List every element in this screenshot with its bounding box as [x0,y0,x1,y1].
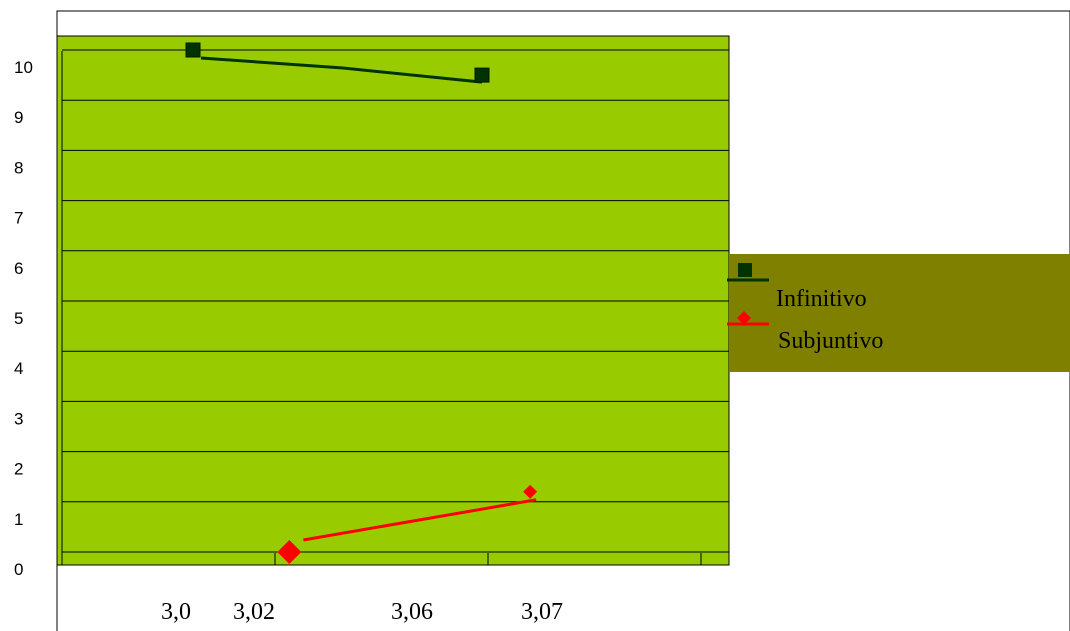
legend-entry-infinitivo: Infinitivo [727,263,867,312]
series-group [185,42,538,564]
x-axis-ticks: 3,0 3,02 3,06 3,07 [61,553,702,625]
series-subjuntivo [277,484,538,564]
legend-marker-1 [737,311,751,325]
legend-box [729,254,1070,372]
legend-label-1: Subjuntivo [778,328,883,354]
y-tick-label-3: 3 [14,409,23,428]
legend-marker-0 [738,263,752,277]
x-tick-label-2: 3,06 [391,599,433,625]
point-0-0 [185,42,201,58]
x-tick-label-3: 3,07 [521,599,563,625]
y-tick-label-2: 2 [14,460,23,479]
legend-entry-subjuntivo: Subjuntivo [727,311,883,354]
y-tick-label-9: 9 [14,108,23,127]
series-line-1 [303,498,537,542]
y-tick-label-4: 4 [14,359,23,378]
point-1-1 [523,484,538,499]
series-line-0 [200,56,483,84]
gridlines [62,49,729,553]
y-tick-label-6: 6 [14,259,23,278]
x-tick-label-0: 3,0 [161,599,191,625]
y-tick-label-5: 5 [14,309,23,328]
y-axis-ticks: 0 1 2 3 4 5 6 7 8 9 10 [14,58,33,579]
y-tick-label-1: 1 [14,510,23,529]
y-tick-label-8: 8 [14,158,23,177]
legend-label-0: Infinitivo [776,286,867,312]
legend: Infinitivo Subjuntivo [727,263,883,354]
series-infinitivo [185,42,490,84]
point-0-1 [474,67,490,83]
x-tick-label-1: 3,02 [233,599,275,625]
point-1-0 [277,540,302,564]
y-tick-label-0: 0 [14,560,23,579]
y-tick-label-7: 7 [14,209,23,228]
y-tick-label-10: 10 [14,58,33,77]
